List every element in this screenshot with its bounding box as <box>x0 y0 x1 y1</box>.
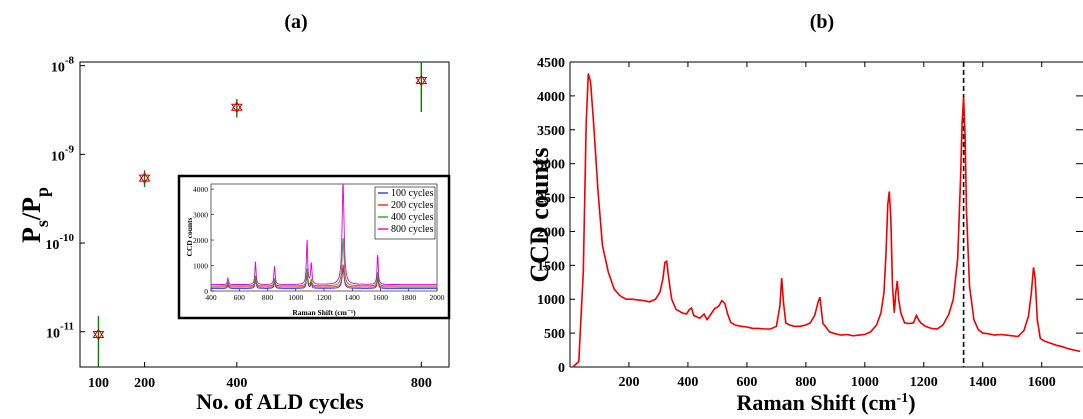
inset-y-tick-label: 2000 <box>193 236 208 245</box>
chart-b-x-tick-label: 600 <box>736 375 757 390</box>
inset-series-line <box>211 183 437 286</box>
chart-b-y-label: CCD counts <box>525 147 554 282</box>
inset-legend-label: 800 cycles <box>391 224 434 235</box>
chart-a-y-ticks: 10-11 10-10 10-9 10-8 <box>45 55 85 342</box>
chart-b-x-label: Raman Shift (cm-1) <box>736 390 915 415</box>
chart-b-y-tick-label: 1500 <box>537 259 565 274</box>
inset-legend-label: 100 cycles <box>391 188 434 199</box>
chart-a-x-tick-label: 400 <box>226 376 247 391</box>
chart-a-y-tick-label: 10-9 <box>51 143 75 164</box>
inset-y-label: CCD counts <box>185 217 194 256</box>
chart-b-x-ticks: 200 400 600 800 1000 1200 1400 1600 <box>618 62 1056 390</box>
inset-series-line <box>211 266 437 289</box>
inset-y-ticks: 0 1000 2000 3000 4000 <box>193 185 214 296</box>
inset-x-tick-label: 1400 <box>345 293 360 302</box>
inset-y-tick-label: 0 <box>204 287 208 296</box>
chart-b-x-tick-label: 400 <box>677 375 698 390</box>
chart-b-y-tick-label: 2000 <box>537 225 565 240</box>
chart-a-y-label: Ps/Pp <box>17 187 52 243</box>
inset-x-tick-label: 600 <box>234 293 246 302</box>
chart-b-y-tick-label: 3000 <box>537 158 565 173</box>
inset-x-tick-label: 1600 <box>373 293 388 302</box>
inset-legend-label: 200 cycles <box>391 200 434 211</box>
inset-x-tick-label: 1000 <box>288 293 303 302</box>
inset-legend <box>374 186 436 240</box>
inset-legend-label: 400 cycles <box>391 212 434 223</box>
chart-b: 200 400 600 800 1000 1200 1400 1600 0 500 1000 150… <box>525 56 1083 415</box>
inset-series-line <box>211 264 437 288</box>
inset-x-tick-label: 1200 <box>317 293 332 302</box>
chart-b-spectrum-line <box>572 73 1081 368</box>
chart-a-point-marker <box>92 328 105 341</box>
chart-a-point-marker <box>415 74 428 87</box>
chart-b-y-tick-label: 3500 <box>537 124 565 139</box>
chart-b-y-tick-label: 500 <box>544 327 565 342</box>
chart-a-y-tick-label: 10-8 <box>51 55 75 76</box>
inset-y-tick-label: 4000 <box>193 185 208 194</box>
chart-b-x-tick-label: 1000 <box>851 375 879 390</box>
chart-a-x-tick-label: 800 <box>411 376 432 391</box>
chart-b-x-tick-label: 200 <box>618 375 639 390</box>
chart-a-x-label: No. of ALD cycles <box>196 389 364 414</box>
chart-b-x-tick-label: 1200 <box>910 375 938 390</box>
chart-a-y-tick-label: 10-11 <box>46 321 74 342</box>
inset-x-tick-label: 400 <box>205 293 217 302</box>
chart-a-points <box>92 62 428 367</box>
inset-x-tick-label: 2000 <box>430 293 445 302</box>
chart-a: 100 200 400 800 10-11 10-10 10-9 10-8 No. of A… <box>17 55 451 414</box>
chart-b-y-tick-label: 4500 <box>537 56 565 71</box>
chart-a-y-tick-label: 10-10 <box>45 232 74 253</box>
chart-b-x-tick-label: 1400 <box>969 375 997 390</box>
chart-a-x-tick-label: 200 <box>134 376 155 391</box>
chart-b-y-ticks: 0 500 1000 1500 2000 2500 3000 3500 4000 4500 <box>537 56 1083 376</box>
inset-x-tick-label: 800 <box>262 293 274 302</box>
inset-series-line <box>211 238 437 287</box>
chart-a-point-marker <box>138 172 151 185</box>
inset-chart: 400 600 800 1000 1200 1400 1600 1800 2000 0 1000 2… <box>177 174 451 320</box>
chart-b-y-tick-label: 0 <box>558 361 565 376</box>
chart-b-y-tick-label: 1000 <box>537 293 565 308</box>
chart-b-x-tick-label: 1600 <box>1028 375 1056 390</box>
chart-b-x-tick-label: 800 <box>795 375 816 390</box>
inset-x-tick-label: 1800 <box>401 293 416 302</box>
chart-a-x-ticks: 100 200 400 800 <box>88 362 432 391</box>
chart-b-y-tick-label: 2500 <box>537 192 565 207</box>
inset-y-tick-label: 3000 <box>193 211 208 220</box>
chart-a-point-marker <box>230 101 243 114</box>
inset-y-tick-label: 1000 <box>193 262 208 271</box>
chart-b-y-tick-label: 4000 <box>537 90 565 105</box>
panel-label-a: (a) <box>284 11 307 33</box>
panel-label-b: (b) <box>810 11 834 33</box>
inset-lines <box>211 183 437 289</box>
chart-a-x-tick-label: 100 <box>88 376 109 391</box>
inset-x-label: Raman Shift (cm⁻¹) <box>292 308 356 317</box>
